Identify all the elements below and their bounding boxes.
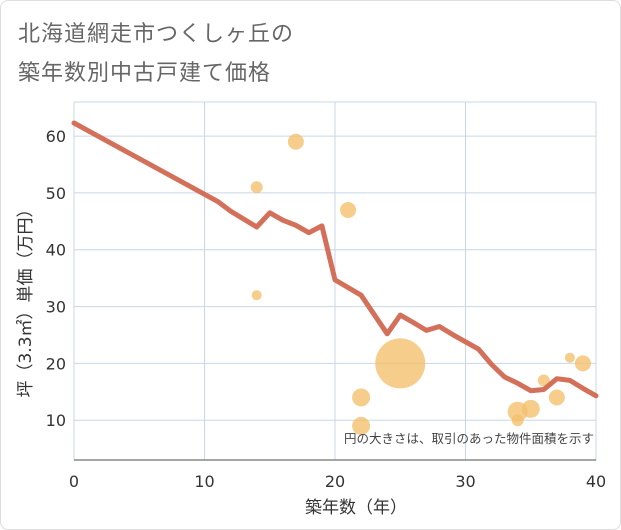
data-bubble [574, 355, 591, 372]
bubble-size-note: 円の大きさは、取引のあった物件面積を示す [344, 431, 594, 446]
trend-line [71, 120, 599, 399]
y-tick-label: 10 [46, 411, 66, 430]
x-tick-label: 40 [586, 472, 606, 491]
data-bubble [251, 290, 262, 301]
y-tick-label: 20 [46, 354, 66, 373]
bubble-layer [250, 133, 591, 435]
data-bubble [340, 201, 357, 218]
data-bubble [548, 389, 565, 406]
data-bubble [352, 388, 371, 407]
data-bubble [250, 181, 263, 194]
data-bubble [287, 133, 304, 150]
data-bubble [375, 338, 426, 389]
x-tick-labels: 0 10 20 30 40 [69, 472, 606, 491]
y-tick-label: 60 [46, 127, 66, 146]
chart-title-line2: 築年数別中古戸建て価格 [18, 61, 272, 86]
data-bubble [521, 399, 540, 418]
y-tick-label: 40 [46, 241, 66, 260]
x-tick-label: 20 [325, 472, 345, 491]
y-tick-label: 30 [46, 298, 66, 317]
y-axis-label: 坪（3.3㎡）単価（万円） [16, 200, 36, 397]
data-bubble [564, 352, 575, 363]
y-tick-label: 50 [46, 184, 66, 203]
data-bubble [511, 414, 524, 427]
grid [73, 102, 597, 461]
chart-title-line1: 北海道網走市つくしヶ丘の [18, 22, 295, 47]
data-bubble [537, 374, 550, 387]
x-tick-label: 0 [69, 472, 79, 491]
y-tick-labels: 10 20 30 40 50 60 [46, 127, 66, 430]
x-tick-label: 30 [455, 472, 475, 491]
x-tick-label: 10 [194, 472, 214, 491]
x-axis-label: 築年数（年） [305, 498, 407, 518]
data-bubble [352, 416, 371, 435]
